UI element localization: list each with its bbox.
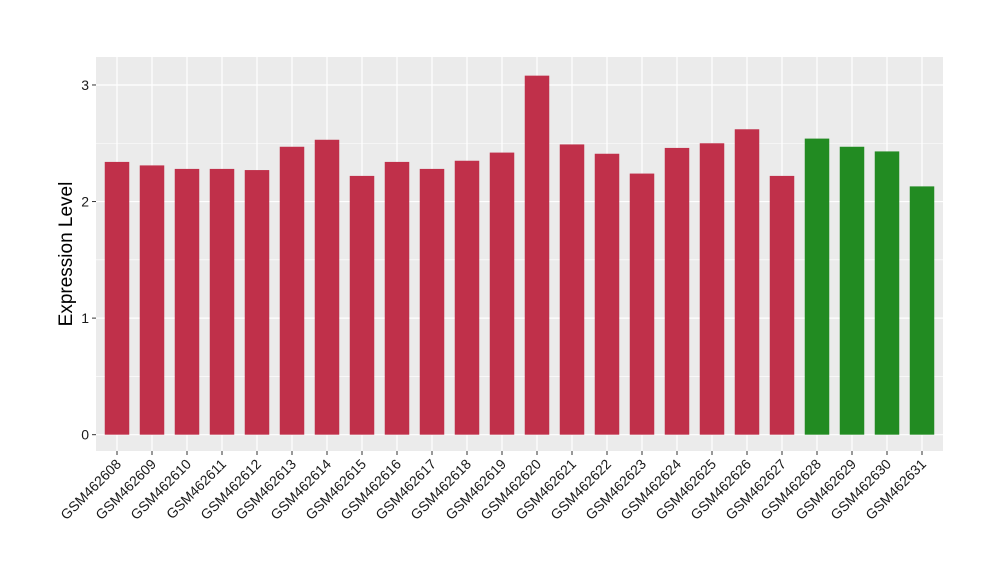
bar-GSM462631 (909, 186, 935, 435)
bar-GSM462626 (734, 129, 760, 435)
bar-GSM462614 (314, 139, 340, 435)
bar-GSM462623 (629, 173, 655, 435)
bar-GSM462618 (454, 160, 480, 435)
bar-GSM462613 (279, 146, 305, 435)
bar-GSM462627 (769, 175, 795, 435)
bar-GSM462612 (244, 170, 270, 435)
bars (104, 75, 935, 435)
bar-GSM462622 (594, 153, 620, 435)
bar-GSM462621 (559, 144, 585, 435)
bar-GSM462625 (699, 143, 725, 435)
y-axis: 0 1 2 3 (81, 77, 96, 443)
bar-GSM462628 (804, 138, 830, 435)
y-tick-label: 3 (81, 77, 89, 93)
y-tick-label: 1 (81, 310, 89, 326)
bar-GSM462615 (349, 175, 375, 435)
bar-GSM462620 (524, 75, 550, 435)
bar-GSM462611 (209, 168, 235, 435)
bar-GSM462619 (489, 152, 515, 435)
bar-GSM462630 (874, 151, 900, 435)
y-axis-title: Expression Level (56, 182, 77, 327)
bar-GSM462610 (174, 168, 200, 435)
bar-GSM462616 (384, 161, 410, 435)
bar-GSM462608 (104, 161, 130, 435)
bar-GSM462624 (664, 147, 690, 435)
bar-GSM462609 (139, 165, 165, 435)
plot-panel (96, 57, 943, 451)
bar-GSM462629 (839, 146, 865, 435)
y-tick-label: 2 (81, 194, 89, 210)
y-tick-label: 0 (81, 427, 89, 443)
bar-GSM462617 (419, 168, 445, 435)
x-axis: GSM462608GSM462609GSM462610GSM462611GSM4… (57, 451, 929, 523)
